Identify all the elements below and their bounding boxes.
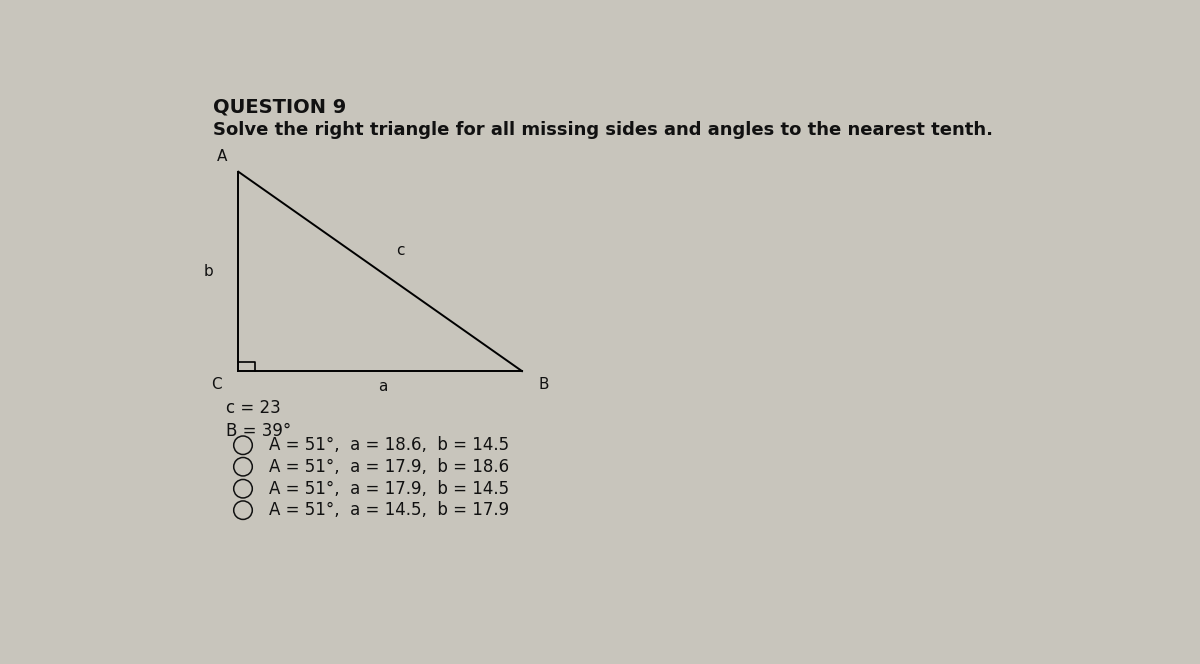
Text: Solve the right triangle for all missing sides and angles to the nearest tenth.: Solve the right triangle for all missing… [214, 121, 994, 139]
Text: A: A [217, 149, 227, 164]
Text: QUESTION 9: QUESTION 9 [214, 98, 347, 117]
Text: C: C [211, 377, 222, 392]
Text: c: c [396, 244, 404, 258]
Text: A = 51°,  a = 17.9,  b = 18.6: A = 51°, a = 17.9, b = 18.6 [269, 457, 509, 475]
Text: B: B [539, 377, 550, 392]
Text: B = 39°: B = 39° [227, 422, 292, 440]
Text: c = 23: c = 23 [227, 399, 281, 417]
Text: A = 51°,  a = 18.6,  b = 14.5: A = 51°, a = 18.6, b = 14.5 [269, 436, 509, 454]
Text: A = 51°,  a = 17.9,  b = 14.5: A = 51°, a = 17.9, b = 14.5 [269, 479, 509, 498]
Text: a: a [378, 378, 388, 394]
Text: A = 51°,  a = 14.5,  b = 17.9: A = 51°, a = 14.5, b = 17.9 [269, 501, 509, 519]
Text: b: b [204, 264, 214, 279]
